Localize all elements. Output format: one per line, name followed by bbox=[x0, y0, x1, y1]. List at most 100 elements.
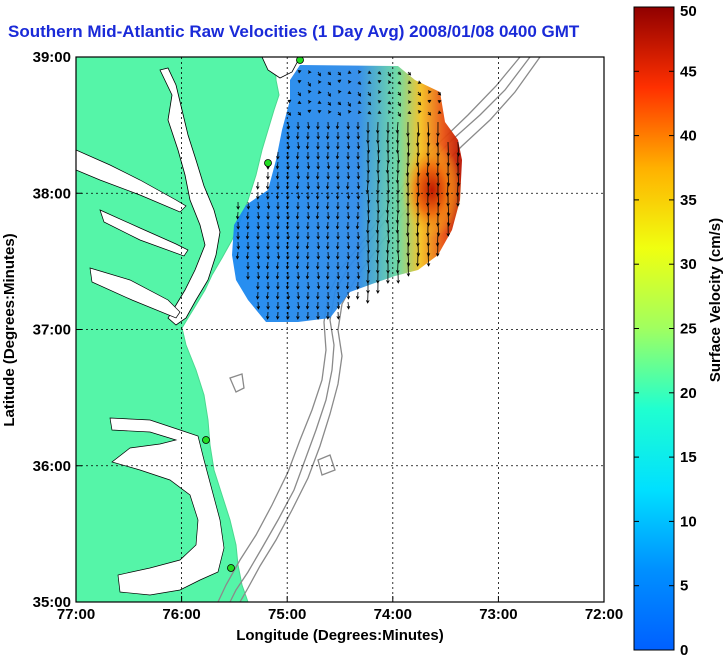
velocity-arrow bbox=[276, 281, 280, 290]
velocity-arrow bbox=[426, 251, 431, 267]
velocity-arrow bbox=[275, 161, 280, 170]
velocity-arrow bbox=[355, 291, 360, 300]
x-axis-ticks: 77:00 76:00 75:00 74:00 73:00 72:00 bbox=[57, 596, 623, 623]
colorbar-tick-label: 15 bbox=[680, 449, 697, 466]
velocity-arrow bbox=[325, 181, 330, 190]
velocity-arrow bbox=[306, 231, 310, 240]
velocity-arrow bbox=[296, 201, 300, 210]
velocity-arrow bbox=[345, 281, 350, 290]
velocity-arrow bbox=[306, 171, 310, 180]
velocity-arrow bbox=[235, 211, 240, 220]
velocity-arrow bbox=[356, 141, 361, 150]
velocity-arrow bbox=[337, 111, 342, 116]
velocity-arrow bbox=[346, 271, 350, 280]
velocity-arrow bbox=[387, 110, 392, 114]
velocity-arrow bbox=[306, 311, 310, 320]
velocity-arrow bbox=[407, 71, 412, 76]
velocity-arrow bbox=[326, 121, 331, 130]
velocity-arrow bbox=[306, 281, 311, 290]
velocity-arrow bbox=[275, 171, 280, 180]
velocity-arrow bbox=[395, 211, 400, 224]
velocity-arrow bbox=[395, 221, 400, 234]
velocity-arrow bbox=[296, 171, 301, 180]
velocity-arrow bbox=[347, 80, 352, 84]
velocity-arrow bbox=[367, 91, 371, 97]
velocity-arrow bbox=[346, 121, 350, 130]
velocity-arrow bbox=[306, 151, 310, 160]
albemarle-pamlico-sound bbox=[109, 417, 225, 596]
potomac-river bbox=[76, 149, 187, 213]
velocity-arrow bbox=[296, 281, 300, 290]
velocity-arrow bbox=[325, 241, 330, 250]
velocity-arrow bbox=[306, 211, 311, 220]
velocity-arrow bbox=[266, 241, 270, 250]
velocity-arrow bbox=[367, 80, 372, 84]
velocity-arrow bbox=[417, 110, 422, 114]
velocity-arrow bbox=[407, 80, 412, 84]
velocity-arrow bbox=[356, 241, 360, 250]
velocity-arrow bbox=[316, 241, 321, 250]
velocity-arrow bbox=[295, 151, 300, 160]
velocity-arrow bbox=[346, 131, 351, 140]
velocity-arrow bbox=[295, 131, 300, 140]
grid-lines bbox=[76, 57, 604, 602]
velocity-arrow bbox=[437, 91, 442, 96]
y-tick-label: 35:00 bbox=[33, 594, 71, 611]
velocity-arrow bbox=[297, 100, 302, 104]
station-marker bbox=[202, 436, 210, 444]
velocity-arrow bbox=[427, 90, 432, 94]
velocity-arrow bbox=[307, 100, 312, 104]
velocity-arrow bbox=[326, 161, 331, 170]
velocity-arrow bbox=[336, 231, 340, 240]
velocity-arrow bbox=[265, 291, 270, 300]
velocity-arrow bbox=[385, 161, 390, 174]
velocity-arrow bbox=[326, 211, 331, 220]
velocity-arrow bbox=[326, 311, 330, 320]
velocity-arrow bbox=[415, 191, 420, 207]
velocity-arrow bbox=[356, 261, 361, 270]
velocity-arrow bbox=[306, 181, 311, 190]
velocity-arrow bbox=[346, 191, 351, 200]
x-tick-label: 72:00 bbox=[585, 606, 623, 623]
velocity-arrow bbox=[336, 131, 340, 140]
velocity-arrow bbox=[306, 221, 310, 230]
velocity-arrow bbox=[266, 301, 270, 310]
velocity-arrow bbox=[256, 201, 261, 210]
velocity-arrow bbox=[256, 261, 261, 270]
velocity-arrow bbox=[366, 191, 371, 204]
velocity-arrow bbox=[305, 241, 310, 250]
colorbar-tick-label: 35 bbox=[680, 192, 697, 209]
velocity-arrow bbox=[317, 71, 321, 77]
velocity-arrow bbox=[306, 291, 310, 300]
velocity-arrow bbox=[245, 211, 250, 220]
velocity-arrow bbox=[295, 211, 300, 220]
velocity-arrow bbox=[346, 251, 351, 260]
velocity-arrow bbox=[236, 201, 240, 210]
velocity-arrow bbox=[346, 151, 350, 160]
colorbar-tick-label: 0 bbox=[680, 642, 688, 659]
velocity-arrow bbox=[296, 191, 301, 200]
velocity-arrow bbox=[345, 261, 350, 270]
velocity-arrow bbox=[266, 171, 270, 180]
velocity-arrow bbox=[295, 181, 300, 190]
velocity-arrow bbox=[315, 211, 320, 220]
station-marker bbox=[227, 564, 235, 572]
velocity-arrow bbox=[356, 151, 360, 160]
velocity-arrow bbox=[316, 161, 320, 170]
velocity-arrow bbox=[266, 211, 270, 220]
velocity-arrow bbox=[325, 271, 330, 280]
velocity-arrow bbox=[276, 241, 280, 250]
velocity-arrow bbox=[316, 251, 321, 260]
velocity-arrow bbox=[255, 291, 260, 300]
velocity-arrow bbox=[296, 221, 300, 230]
velocity-arrow bbox=[326, 151, 330, 160]
velocity-arrow bbox=[306, 161, 311, 170]
colorbar-scale bbox=[633, 6, 675, 651]
velocity-arrow bbox=[256, 281, 260, 290]
velocity-arrow bbox=[356, 271, 361, 280]
velocity-arrow bbox=[316, 181, 320, 190]
velocity-arrow bbox=[276, 181, 280, 190]
velocity-arrow bbox=[375, 251, 380, 264]
velocity-arrow bbox=[356, 201, 361, 210]
